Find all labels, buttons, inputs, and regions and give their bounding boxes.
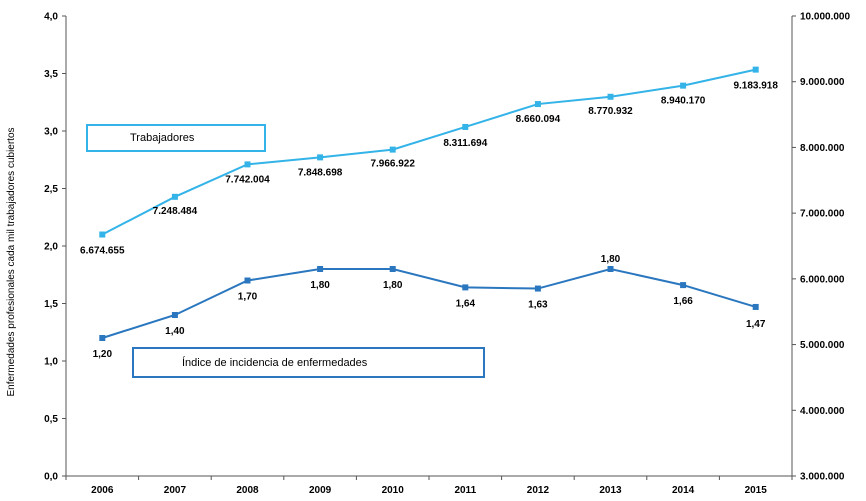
data-label: 8.770.932 <box>588 106 633 117</box>
legend-indice: Índice de incidencia de enfermedades <box>132 347 485 378</box>
legend-trabajadores-label: Trabajadores <box>130 132 195 144</box>
data-point <box>389 266 396 272</box>
data-point <box>534 101 541 108</box>
data-label: 7.742.004 <box>225 174 270 185</box>
right-axis-ticks: 3.000.000 4.000.000 5.000.000 6.000.000 7.00… <box>792 12 850 483</box>
data-point <box>244 161 251 168</box>
left-tick-label: 0,5 <box>44 414 58 425</box>
series-indice: 1,20 1,40 1,70 1,80 1,80 1,64 1,63 1,80 1,66 1,47 <box>93 254 766 360</box>
series-trabajadores: 6.674.655 7.248.484 7.742.004 7.848.698 7.96… <box>80 66 778 257</box>
data-point <box>462 284 469 291</box>
x-tick-label: 2015 <box>745 485 768 496</box>
x-tick-label: 2010 <box>382 485 405 496</box>
data-point <box>752 66 759 73</box>
left-tick-label: 3,5 <box>44 69 58 80</box>
data-label: 1,66 <box>673 296 693 307</box>
x-tick-label: 2007 <box>164 485 187 496</box>
data-label: 1,80 <box>383 280 403 291</box>
right-tick-label: 3.000.000 <box>800 472 845 483</box>
x-tick-label: 2012 <box>527 485 550 496</box>
data-label: 1,47 <box>746 319 766 330</box>
data-label: 9.183.918 <box>733 81 778 92</box>
data-point <box>244 277 251 284</box>
data-label: 8.940.170 <box>661 96 706 107</box>
x-tick-label: 2008 <box>236 485 259 496</box>
data-point <box>317 154 324 161</box>
right-tick-label: 6.000.000 <box>800 274 845 285</box>
x-tick-label: 2009 <box>309 485 332 496</box>
x-tick-label: 2013 <box>599 485 622 496</box>
data-label: 7.848.698 <box>298 167 343 178</box>
data-point <box>389 146 396 153</box>
data-label: 1,63 <box>528 300 548 311</box>
x-tick-label: 2014 <box>672 485 695 496</box>
right-tick-label: 8.000.000 <box>800 143 845 154</box>
data-point <box>607 93 614 100</box>
data-point <box>607 266 614 272</box>
left-tick-label: 0,0 <box>44 472 58 483</box>
legend-trabajadores: Trabajadores <box>86 124 266 152</box>
data-label: 6.674.655 <box>80 246 125 257</box>
data-label: 1,20 <box>93 349 113 360</box>
left-tick-label: 3,0 <box>44 127 58 138</box>
data-label: 8.311.694 <box>443 138 487 149</box>
right-tick-label: 9.000.000 <box>800 77 845 88</box>
data-point <box>752 303 759 310</box>
series-line <box>101 267 756 339</box>
data-label: 1,64 <box>456 298 476 309</box>
data-label: 8.660.094 <box>516 114 561 125</box>
x-tick-label: 2011 <box>454 485 476 496</box>
left-tick-label: 1,5 <box>44 299 58 310</box>
data-point <box>680 82 687 89</box>
right-tick-label: 10.000.000 <box>800 12 850 23</box>
left-tick-label: 2,0 <box>44 242 58 253</box>
data-point <box>317 266 324 272</box>
series-line <box>101 68 756 236</box>
left-tick-label: 4,0 <box>44 12 58 23</box>
right-tick-label: 4.000.000 <box>800 406 845 417</box>
legend-indice-label: Índice de incidencia de enfermedades <box>182 356 368 369</box>
data-label: 1,70 <box>238 292 258 303</box>
data-point <box>171 312 178 318</box>
x-tick-label: 2006 <box>91 485 114 496</box>
data-label: 1,80 <box>601 254 621 265</box>
data-point <box>99 335 106 341</box>
right-tick-label: 5.000.000 <box>800 340 845 351</box>
data-point <box>99 231 106 238</box>
right-tick-label: 7.000.000 <box>800 209 845 220</box>
data-point <box>462 123 469 130</box>
y-axis-label: Enfermedades profesionales cada mil trab… <box>6 127 17 396</box>
left-axis-ticks: 0,0 0,5 1,0 1,5 2,0 2,5 3,0 3,5 4,0 <box>44 12 66 483</box>
data-label: 7.966.922 <box>370 159 415 170</box>
data-point <box>534 285 541 292</box>
data-point <box>680 282 687 289</box>
left-tick-label: 2,5 <box>44 184 58 195</box>
data-label: 1,80 <box>310 280 330 291</box>
data-point <box>171 193 178 200</box>
data-label: 1,40 <box>165 326 185 337</box>
left-tick-label: 1,0 <box>44 357 58 368</box>
x-axis-ticks: 2006 2007 2008 2009 2010 2011 2012 2013 2014 2015 <box>65 476 793 496</box>
data-label: 7.248.484 <box>153 206 198 217</box>
